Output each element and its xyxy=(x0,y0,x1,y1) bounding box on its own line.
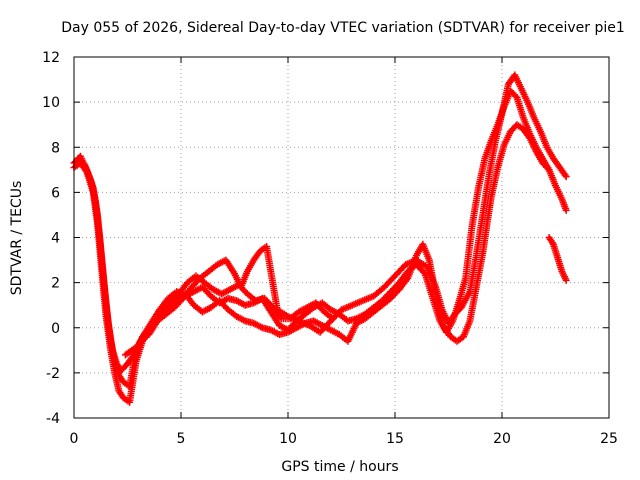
plus-marker xyxy=(545,166,553,174)
y-tick-label: -2 xyxy=(46,366,60,382)
grid xyxy=(74,57,609,418)
x-tick-label: 15 xyxy=(386,431,404,447)
series-track-3 xyxy=(74,71,570,375)
y-tick-label: 8 xyxy=(51,140,60,156)
plus-marker xyxy=(420,268,428,276)
plus-marker xyxy=(329,315,337,323)
series-track-2 xyxy=(70,121,553,406)
plus-marker xyxy=(562,173,570,181)
x-tick-label: 25 xyxy=(600,431,618,447)
x-tick-label: 0 xyxy=(70,431,79,447)
axis-ticks: 0 5 10 15 20 25 -4 -2 0 2 4 6 8 10 12 xyxy=(42,50,618,447)
y-tick-label: 2 xyxy=(51,276,60,292)
y-tick-label: -4 xyxy=(46,411,60,427)
plus-marker xyxy=(544,164,552,172)
data-points xyxy=(70,71,570,406)
plus-marker xyxy=(562,206,570,214)
chart-title: Day 055 of 2026, Sidereal Day-to-day VTE… xyxy=(61,20,625,36)
y-tick-label: 0 xyxy=(51,321,60,337)
x-axis-label: GPS time / hours xyxy=(281,459,398,475)
y-tick-label: 12 xyxy=(42,50,60,66)
series-track-5 xyxy=(121,272,337,359)
plus-marker xyxy=(561,171,569,179)
y-tick-label: 10 xyxy=(42,95,60,111)
x-tick-label: 10 xyxy=(279,431,297,447)
y-tick-label: 4 xyxy=(51,231,60,247)
y-tick-label: 6 xyxy=(51,185,60,201)
series-track-4 xyxy=(545,234,570,284)
plus-marker xyxy=(562,276,570,284)
y-axis-label: SDTVAR / TECUs xyxy=(9,181,25,296)
x-tick-label: 20 xyxy=(493,431,511,447)
x-tick-label: 5 xyxy=(177,431,186,447)
